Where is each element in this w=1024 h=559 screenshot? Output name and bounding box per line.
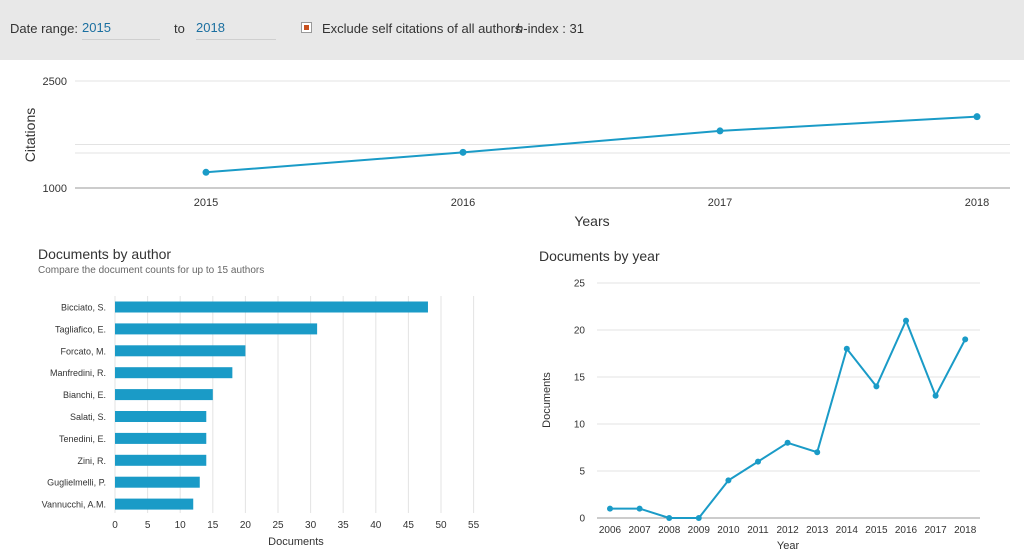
citations-point [716, 127, 724, 135]
author-bar [115, 432, 207, 444]
author-xtick: 45 [403, 520, 415, 531]
year-point [873, 383, 880, 390]
author-bar [115, 301, 428, 313]
year-point [666, 515, 673, 521]
year-xtick: 2006 [599, 525, 622, 536]
year-xtick: 2007 [628, 525, 651, 536]
documents-by-author-subtitle: Compare the document counts for up to 15… [38, 265, 265, 276]
author-xtick: 40 [370, 520, 382, 531]
author-xtick: 25 [272, 520, 284, 531]
year-point [755, 458, 761, 465]
citations-ytick: 1000 [43, 183, 67, 195]
year-xtick: 2009 [688, 525, 711, 536]
author-xtick: 30 [305, 520, 317, 531]
author-bar [115, 411, 207, 422]
author-label: Bicciato, S. [61, 303, 106, 313]
year-series-line [610, 318, 967, 519]
citations-xtick: 2016 [451, 197, 475, 209]
citations-xlabel: Years [574, 213, 609, 229]
year-point [607, 505, 613, 512]
citations-series-line [205, 115, 978, 174]
author-xtick: 55 [468, 520, 480, 531]
date-to-label: to [174, 21, 185, 36]
author-bar [115, 498, 194, 510]
author-label: Vannucchi, A.M. [42, 500, 106, 510]
exclude-self-citations-label[interactable]: Exclude self citations of all authors [322, 21, 522, 36]
year-xtick: 2013 [806, 525, 829, 536]
author-xtick: 0 [112, 520, 118, 531]
author-bar [115, 476, 200, 488]
h-index-h: h [516, 21, 524, 36]
author-label: Guglielmelli, P. [47, 478, 106, 488]
year-point [814, 449, 821, 456]
year-ytick: 20 [574, 326, 586, 337]
citations-xtick: 2015 [194, 197, 218, 209]
year-point [962, 336, 969, 343]
date-to-select[interactable]: 2018 [196, 19, 276, 40]
author-xtick: 5 [145, 520, 151, 531]
author-xtick: 50 [435, 520, 447, 531]
year-ytick: 25 [574, 279, 586, 290]
year-point [695, 515, 702, 521]
author-label: Tagliafico, E. [55, 324, 106, 334]
year-xtick: 2014 [836, 525, 859, 536]
author-xtick: 10 [175, 520, 187, 531]
h-index-value: h-index : 31 [516, 21, 584, 36]
h-index-rest: -index : 31 [523, 21, 584, 36]
author-label: Forcato, M. [60, 346, 106, 356]
exclude-self-citations-checkbox[interactable] [301, 22, 312, 33]
author-bar [115, 389, 213, 401]
year-xtick: 2016 [895, 525, 918, 536]
year-point [843, 345, 850, 352]
year-xlabel: Year [777, 540, 800, 552]
year-point [784, 439, 791, 446]
year-xtick: 2018 [954, 525, 977, 536]
year-xtick: 2010 [717, 525, 740, 536]
author-bar [115, 323, 318, 335]
author-bar [115, 345, 246, 357]
author-xtick: 15 [207, 520, 219, 531]
year-point [636, 505, 643, 512]
documents-by-author-chart: 0 5 10 15 20 25 30 35 40 45 50 55 Documents Bicciato,… [42, 296, 480, 548]
year-point [932, 392, 939, 399]
author-bar [115, 454, 207, 466]
year-xtick: 2008 [658, 525, 681, 536]
documents-by-year-title: Documents by year [539, 248, 660, 264]
author-label: Manfredini, R. [50, 368, 106, 378]
year-xtick: 2015 [865, 525, 888, 536]
documents-by-author-title: Documents by author [38, 246, 172, 262]
author-label: Tenedini, E. [59, 434, 106, 444]
author-bar [115, 367, 233, 379]
year-ytick: 5 [579, 467, 585, 478]
citations-point [202, 168, 210, 176]
author-xtick: 20 [240, 520, 252, 531]
year-ytick: 15 [574, 373, 586, 384]
citations-point [459, 148, 467, 156]
filter-bar: Date range: 2015 to 2018 Exclude self ci… [0, 0, 1024, 60]
date-range-label: Date range: [10, 21, 78, 36]
author-label: Salati, S. [70, 412, 106, 422]
year-xtick: 2011 [747, 525, 769, 536]
author-xtick: 35 [338, 520, 350, 531]
year-xtick: 2017 [924, 525, 947, 536]
author-xlabel: Documents [268, 536, 324, 548]
year-point [725, 477, 732, 484]
citations-xtick: 2017 [708, 197, 732, 209]
year-ylabel: Documents [541, 372, 553, 428]
year-ytick: 0 [579, 514, 585, 525]
citations-chart: 2500 1000 Citations 2015 2016 2017 2018 Years [22, 76, 1010, 229]
citations-ylabel: Citations [22, 108, 38, 162]
citations-xtick: 2018 [965, 197, 989, 209]
year-ytick: 10 [574, 420, 586, 431]
year-xtick: 2012 [776, 525, 799, 536]
author-label: Zini, R. [77, 456, 106, 466]
citations-ytick: 2500 [43, 76, 67, 88]
date-from-select[interactable]: 2015 [82, 19, 160, 40]
author-label: Bianchi, E. [63, 390, 106, 400]
year-point [903, 317, 909, 324]
citations-point [973, 113, 981, 121]
